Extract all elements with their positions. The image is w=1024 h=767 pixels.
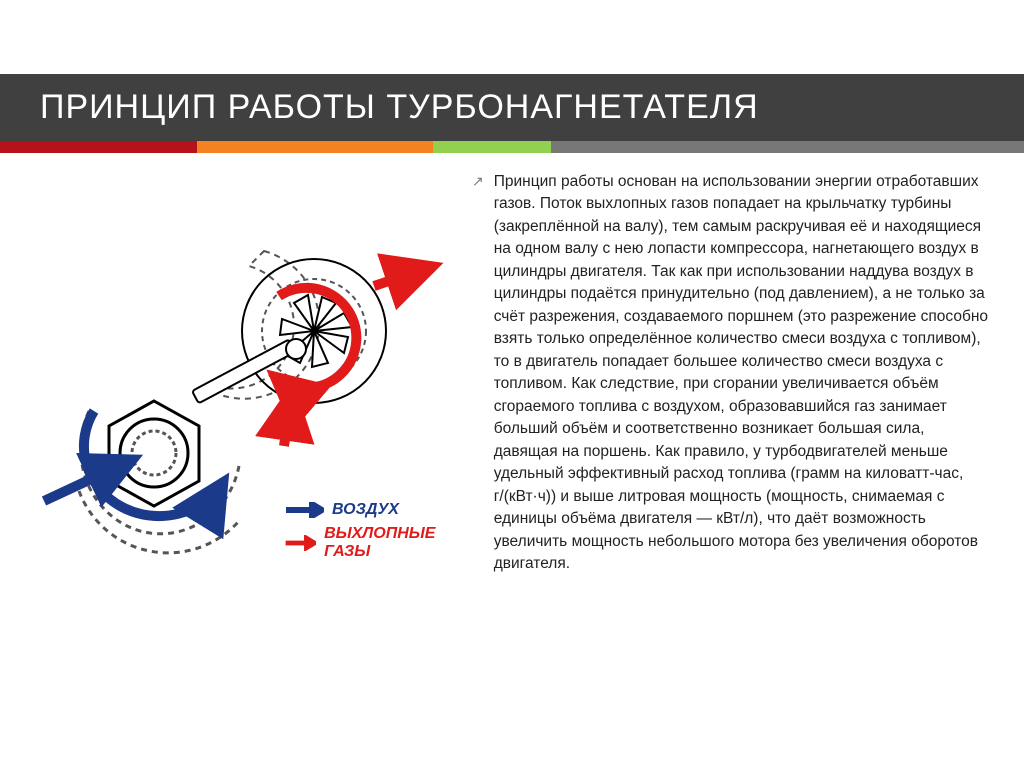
- accent-seg-0: [0, 141, 197, 153]
- arrow-right-icon: [284, 535, 316, 551]
- text-column: ↗ Принцип работы основан на использовани…: [472, 171, 990, 747]
- legend-exhaust-label: ВЫХЛОПНЫЕ ГАЗЫ: [324, 525, 454, 561]
- diagram-legend: ВОЗДУХ ВЫХЛОПНЫЕ ГАЗЫ: [284, 501, 454, 567]
- accent-seg-3: [433, 141, 551, 153]
- accent-seg-2: [354, 141, 433, 153]
- accent-seg-4: [551, 141, 827, 153]
- slide-title: ПРИНЦИП РАБОТЫ ТУРБОНАГНЕТАТЕЛЯ: [0, 74, 1024, 141]
- slide-container: ПРИНЦИП РАБОТЫ ТУРБОНАГНЕТАТЕЛЯ: [0, 0, 1024, 767]
- bullet-arrow-icon: ↗: [472, 171, 484, 191]
- top-margin: [0, 0, 1024, 74]
- accent-strip: [0, 141, 1024, 153]
- accent-seg-5: [827, 141, 1024, 153]
- legend-air-row: ВОЗДУХ: [284, 501, 454, 519]
- body-paragraph: ↗ Принцип работы основан на использовани…: [472, 171, 990, 575]
- legend-air-label: ВОЗДУХ: [332, 501, 399, 519]
- body-text: Принцип работы основан на использовании …: [494, 171, 990, 575]
- slide-body: ВОЗДУХ ВЫХЛОПНЫЕ ГАЗЫ ↗ Принцип работы о…: [0, 153, 1024, 767]
- legend-exhaust-row: ВЫХЛОПНЫЕ ГАЗЫ: [284, 525, 454, 561]
- arrow-right-icon: [284, 502, 324, 518]
- diagram-column: ВОЗДУХ ВЫХЛОПНЫЕ ГАЗЫ: [34, 171, 454, 747]
- accent-seg-1: [197, 141, 355, 153]
